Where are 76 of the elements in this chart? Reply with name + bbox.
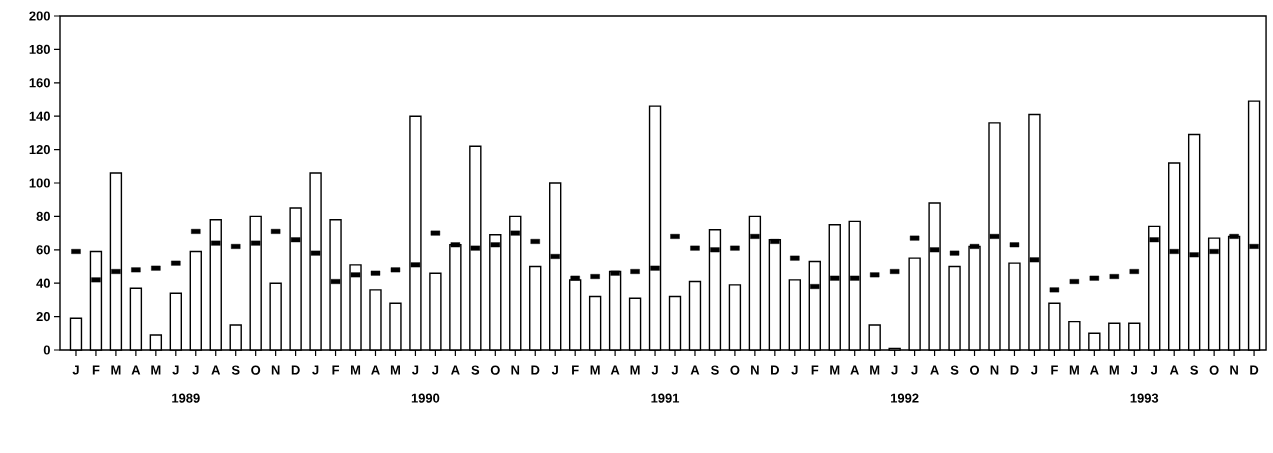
x-tick-label: A bbox=[451, 365, 460, 375]
x-tick-label: D bbox=[291, 365, 300, 375]
x-tick-label: S bbox=[471, 365, 480, 375]
x-tick-label: M bbox=[590, 365, 600, 375]
text: 1989 bbox=[172, 393, 200, 403]
x-tick-label: J bbox=[312, 365, 319, 375]
x-tick-label: M bbox=[111, 365, 121, 375]
x-tick-label: O bbox=[730, 365, 740, 375]
x-tick-label: O bbox=[970, 365, 980, 375]
x-tick-label: M bbox=[870, 365, 880, 375]
x-tick-label: J bbox=[1031, 365, 1038, 375]
x-tick-label: M bbox=[1069, 365, 1079, 375]
x-tick-label: F bbox=[92, 365, 100, 375]
x-tick-label: O bbox=[490, 365, 500, 375]
x-tick-label: S bbox=[231, 365, 240, 375]
x-tick-label: J bbox=[412, 365, 419, 375]
text: 1993 bbox=[1130, 393, 1159, 403]
y-tick-label: 160 bbox=[29, 78, 50, 88]
x-tick-label: N bbox=[990, 365, 999, 375]
x-tick-label: J bbox=[671, 365, 678, 375]
x-tick-label: F bbox=[1051, 365, 1058, 375]
x-tick-label: J bbox=[432, 365, 439, 375]
y-tick-label: 120 bbox=[29, 145, 50, 155]
y-tick-label: 200 bbox=[29, 11, 50, 21]
x-tick-label: N bbox=[511, 365, 520, 375]
x-tick-label: F bbox=[332, 365, 340, 375]
x-tick-label: M bbox=[151, 365, 161, 375]
x-tick-label: N bbox=[1230, 365, 1238, 375]
x-tick-label: J bbox=[911, 365, 918, 375]
x-tick-label: J bbox=[1150, 365, 1157, 375]
x-tick-label: F bbox=[811, 365, 819, 375]
x-tick-label: O bbox=[251, 365, 261, 375]
x-tick-label: J bbox=[891, 365, 898, 375]
x-tick-label: A bbox=[1169, 365, 1179, 375]
x-tick-label: O bbox=[1209, 365, 1219, 375]
y-tick-label: 60 bbox=[36, 245, 50, 255]
y-tick-label: 180 bbox=[29, 44, 50, 54]
x-tick-label: J bbox=[72, 365, 79, 375]
x-tick-label: S bbox=[1190, 365, 1198, 375]
x-tick-label: A bbox=[131, 365, 141, 375]
x-tick-label: J bbox=[551, 365, 558, 375]
x-tick-label: A bbox=[1089, 365, 1099, 375]
x-tick-label: D bbox=[771, 365, 779, 375]
x-tick-label: N bbox=[271, 365, 280, 375]
x-tick-label: M bbox=[1109, 365, 1119, 375]
x-tick-label: J bbox=[651, 365, 658, 375]
x-tick-label: M bbox=[830, 365, 840, 375]
x-tick-label: J bbox=[192, 365, 199, 375]
x-tick-label: D bbox=[1010, 365, 1019, 375]
text: 1990 bbox=[411, 393, 440, 403]
text: 1991 bbox=[651, 393, 680, 403]
y-tick-label: 0 bbox=[43, 345, 50, 355]
x-tick-label: A bbox=[371, 365, 380, 375]
x-tick-label: F bbox=[572, 365, 579, 375]
y-tick-label: 140 bbox=[29, 111, 50, 121]
x-tick-label: A bbox=[930, 365, 939, 375]
x-tick-label: A bbox=[850, 365, 860, 375]
y-tick-label: 80 bbox=[36, 211, 50, 221]
y-tick-label: 100 bbox=[29, 178, 50, 188]
text: 1992 bbox=[891, 393, 919, 403]
x-tick-label: A bbox=[610, 365, 620, 375]
x-tick-label: M bbox=[350, 365, 361, 375]
x-tick-label: J bbox=[1130, 365, 1137, 375]
x-tick-label: J bbox=[172, 365, 179, 375]
x-tick-label: D bbox=[531, 365, 540, 375]
x-tick-label: D bbox=[1250, 365, 1259, 375]
x-tick-label: A bbox=[690, 365, 700, 375]
x-tick-label: A bbox=[211, 365, 221, 375]
y-tick-label: 40 bbox=[36, 278, 50, 288]
y-tick-label: 20 bbox=[36, 312, 50, 322]
x-tick-label: N bbox=[751, 365, 759, 375]
x-tick-label: J bbox=[791, 365, 798, 375]
x-tick-label: S bbox=[711, 365, 719, 375]
x-tick-label: M bbox=[630, 365, 640, 375]
x-tick-label: M bbox=[390, 365, 400, 375]
x-tick-label: S bbox=[950, 365, 959, 375]
